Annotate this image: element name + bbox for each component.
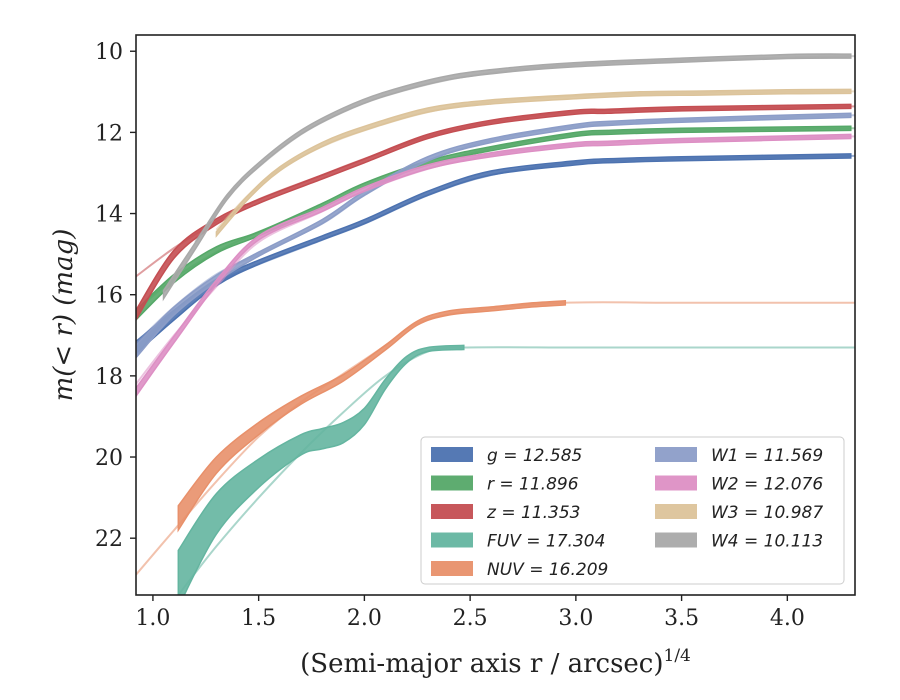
legend-box <box>420 436 845 585</box>
x-tick-label: 1.5 <box>241 606 276 631</box>
uncertainty-band-w4 <box>162 53 852 302</box>
legend-swatch <box>655 475 697 491</box>
legend-item-r: r = 11.896 <box>431 475 579 495</box>
legend-swatch <box>431 504 473 519</box>
uncertainty-band-w2 <box>136 133 852 398</box>
x-tick-label: 2.0 <box>347 606 382 631</box>
legend-swatch <box>655 447 697 462</box>
legend-item-w1: W1 = 11.569 <box>655 446 823 466</box>
uncertainty-band-nuv <box>177 300 567 533</box>
x-tick-label: 4.0 <box>770 606 805 631</box>
series-nuv <box>136 300 855 576</box>
y-tick-label: 16 <box>95 284 123 309</box>
legend-swatch <box>655 504 697 519</box>
legend-item-z: z = 11.353 <box>431 503 580 523</box>
legend-item-g: g = 12.585 <box>431 446 582 466</box>
x-tick-label: 3.0 <box>558 606 593 631</box>
tick-layer: 1.0 1.5 2.0 2.5 3.0 3.5 4.0 10 12 14 16 18 20 22 <box>95 40 805 631</box>
y-tick-label: 20 <box>95 446 123 471</box>
uncertainty-band-g <box>136 153 852 355</box>
legend-swatch <box>431 561 473 576</box>
legend-item-nuv: NUV = 16.209 <box>431 560 608 580</box>
x-axis-label-superscript: 1/4 <box>664 646 691 666</box>
legend-swatch <box>431 475 473 491</box>
legend-item-w2: W2 = 12.076 <box>655 475 823 495</box>
y-tick-label: 14 <box>95 203 123 228</box>
x-tick-label: 2.5 <box>453 606 488 631</box>
legend-item-w3: W3 = 10.987 <box>655 503 823 523</box>
legend: g = 12.585 r = 11.896 z = 11.353 FUV = 17.3… <box>420 436 845 585</box>
legend-label: z = 11.353 <box>486 503 580 523</box>
legend-item-fuv: FUV = 17.304 <box>431 532 605 552</box>
legend-swatch <box>655 532 697 548</box>
y-tick-label: 10 <box>95 40 123 65</box>
x-tick-label: 1.0 <box>135 606 170 631</box>
series-fuv <box>177 344 855 595</box>
legend-item-w4: W4 = 10.113 <box>655 532 823 552</box>
series-w2 <box>136 133 855 398</box>
series-layer <box>136 53 855 595</box>
legend-label: W3 = 10.987 <box>711 503 823 523</box>
series-z <box>136 103 855 322</box>
legend-label: r = 11.896 <box>487 475 579 495</box>
x-axis-label: (Semi-major axis r / arcsec)1/4 <box>300 646 691 679</box>
x-tick-label: 3.5 <box>664 606 699 631</box>
legend-label: g = 12.585 <box>487 446 582 466</box>
plot-frame <box>135 34 856 596</box>
legend-label: FUV = 17.304 <box>487 532 605 552</box>
legend-label: W2 = 12.076 <box>711 475 823 495</box>
legend-swatch <box>431 532 473 548</box>
legend-label: W1 = 11.569 <box>711 446 823 466</box>
series-w3 <box>215 88 855 238</box>
series-w4 <box>162 53 855 302</box>
uncertainty-band-fuv <box>177 344 465 595</box>
legend-swatch <box>431 447 473 462</box>
y-tick-label: 18 <box>95 365 123 390</box>
x-axis-label-main: (Semi-major axis r / arcsec) <box>300 649 663 679</box>
uncertainty-band-w1 <box>136 112 852 359</box>
legend-label: W4 = 10.113 <box>711 532 823 552</box>
uncertainty-band-w3 <box>215 88 852 238</box>
legend-label: NUV = 16.209 <box>487 560 608 580</box>
uncertainty-band-z <box>136 103 852 322</box>
y-tick-label: 22 <box>95 527 123 552</box>
y-tick-label: 12 <box>95 121 123 146</box>
y-axis-label: m(< r) (mag) <box>49 229 79 402</box>
